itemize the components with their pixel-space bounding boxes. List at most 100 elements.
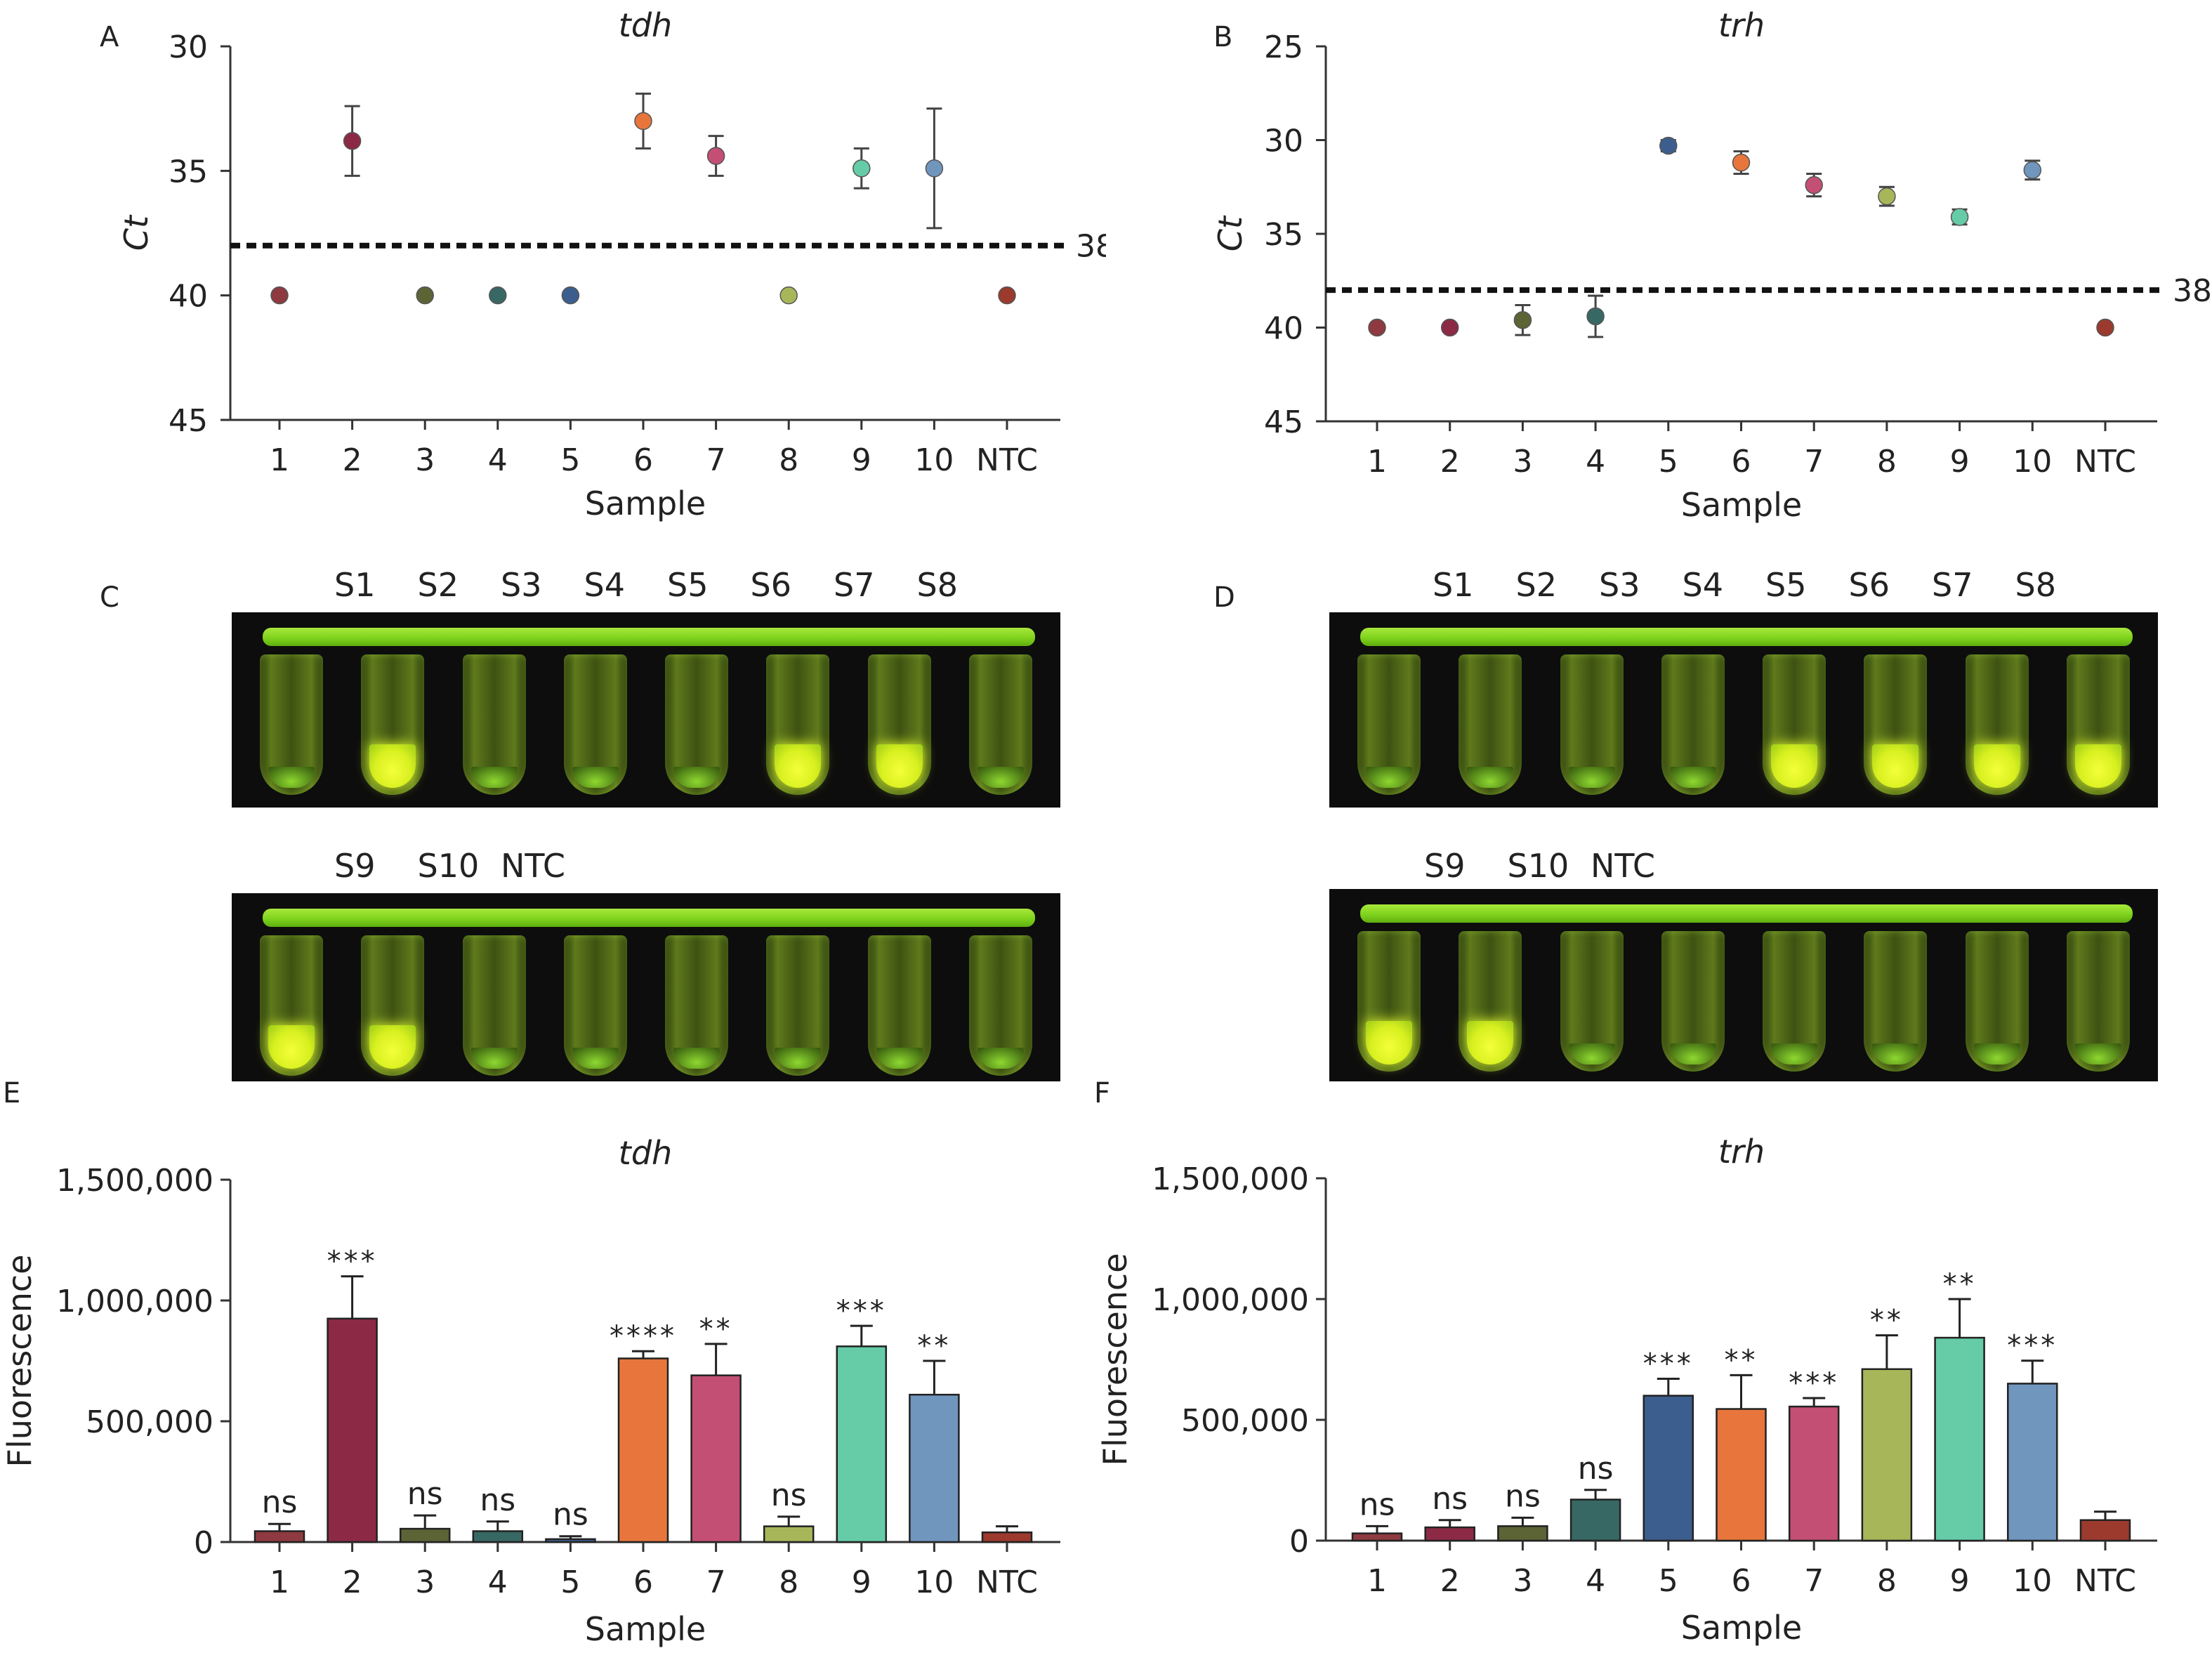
data-point [561,286,580,305]
pcr-tube [1357,654,1421,795]
gel-sample-label: S9 [334,847,376,885]
chart-title: tdh [619,6,672,44]
x-tick-label: 9 [1950,1563,1970,1599]
tube-strip-cap [1360,904,2133,923]
data-point [1513,311,1532,329]
gel-sample-label: NTC [501,847,565,885]
bar [1424,1526,1475,1542]
data-point [1659,136,1678,155]
y-axis-label: Ct [1211,215,1249,251]
x-tick-label: 2 [343,1565,362,1600]
significance-label: **** [610,1320,677,1352]
significance-label: ns [407,1476,443,1512]
gel-sample-label: S2 [1515,566,1557,604]
x-tick-label: NTC [976,1565,1038,1600]
bar [1569,1498,1621,1542]
gel-sample-label: S4 [584,566,625,604]
x-tick-label: 9 [852,442,871,478]
y-tick-label: 40 [169,279,208,315]
tube-fluorescence [2075,744,2121,788]
tube-fluorescence [2075,1043,2121,1065]
significance-label: ** [1725,1344,1758,1376]
tube-fluorescence [1771,1043,1818,1065]
tube-strip-cap [1360,628,2133,646]
bar [981,1531,1033,1543]
tube-fluorescence [876,744,923,788]
tube-fluorescence [977,1048,1024,1069]
bar [1351,1532,1403,1542]
tube-fluorescence [1366,767,1412,788]
pcr-tube [361,654,425,795]
bar [1861,1368,1913,1542]
tube-fluorescence [1467,767,1514,788]
tube-fluorescence [1568,767,1615,788]
x-tick-label: 4 [488,442,508,478]
y-tick-label: 1,500,000 [56,1163,213,1199]
bar [1716,1408,1767,1542]
tube-strip-cap [263,909,1035,927]
panel-letter-f: F [1094,1077,1111,1109]
x-tick-label: 4 [1586,1563,1605,1599]
x-tick-label: 7 [1804,444,1824,480]
data-point [1368,318,1386,337]
tube-fluorescence [572,767,619,788]
x-tick-label: 9 [1950,444,1970,480]
x-tick-label: 4 [1586,444,1605,480]
tube-fluorescence [1669,1043,1716,1065]
bar [1497,1525,1548,1542]
pcr-tube [1965,654,2029,795]
significance-label: ** [699,1313,733,1345]
tube-fluorescence [1771,744,1818,788]
tube-fluorescence [775,1048,822,1069]
x-tick-label: 10 [2013,1563,2052,1599]
y-tick-label: 0 [1289,1524,1309,1560]
x-axis-label: Sample [585,485,706,522]
data-point [852,159,871,178]
significance-label: *** [836,1295,887,1327]
pcr-tube [361,935,425,1076]
y-tick-label: 25 [1264,29,1303,65]
x-tick-label: 5 [1659,1563,1678,1599]
pcr-tube [2067,654,2130,795]
x-tick-label: 3 [1513,1563,1532,1599]
data-point [1950,208,1969,226]
x-tick-label: 5 [560,442,580,478]
pcr-tube [462,654,526,795]
threshold-label: 38 [1076,229,1106,265]
x-tick-label: 4 [488,1565,508,1600]
gel-sample-label: S1 [334,566,376,604]
pcr-tube [1763,654,1826,795]
tube-fluorescence [369,1025,416,1069]
tube-fluorescence [977,767,1024,788]
x-tick-label: 8 [1877,444,1897,480]
x-tick-label: 3 [415,442,435,478]
data-point [270,286,289,305]
pcr-tube [563,935,627,1076]
data-point [634,112,652,131]
x-tick-label: 6 [1732,1563,1751,1599]
y-axis-label: Ct [117,214,155,251]
significance-label: *** [2007,1330,2058,1362]
bar [617,1357,669,1543]
data-point [925,159,944,178]
y-tick-label: 45 [169,403,208,439]
gel-sample-label: NTC [1591,847,1655,885]
gel-sample-label: S8 [916,566,958,604]
significance-label: ns [771,1477,807,1513]
x-tick-label: 9 [852,1565,871,1600]
panel-letter-d: D [1213,581,1235,614]
y-tick-label: 500,000 [1181,1403,1309,1439]
data-point [1732,153,1751,172]
fluorescence-chart-trh: 0 500,000 1,000,000 1,500,000 1 ns 2 ns 3 ns 4 ns 5 *… [1096,1133,2157,1647]
x-tick-label: NTC [2074,444,2136,480]
bar [1642,1395,1694,1542]
y-axis-label: Fluorescence [1096,1253,1134,1465]
x-tick-label: 1 [1367,444,1387,480]
y-tick-label: 1,000,000 [1152,1282,1309,1318]
panel-letter-b: B [1213,21,1233,53]
gel-sample-label: S7 [834,566,875,604]
gel-image-d-top [1329,612,2158,808]
x-tick-label: 2 [1440,1563,1460,1599]
data-point [1586,307,1605,326]
